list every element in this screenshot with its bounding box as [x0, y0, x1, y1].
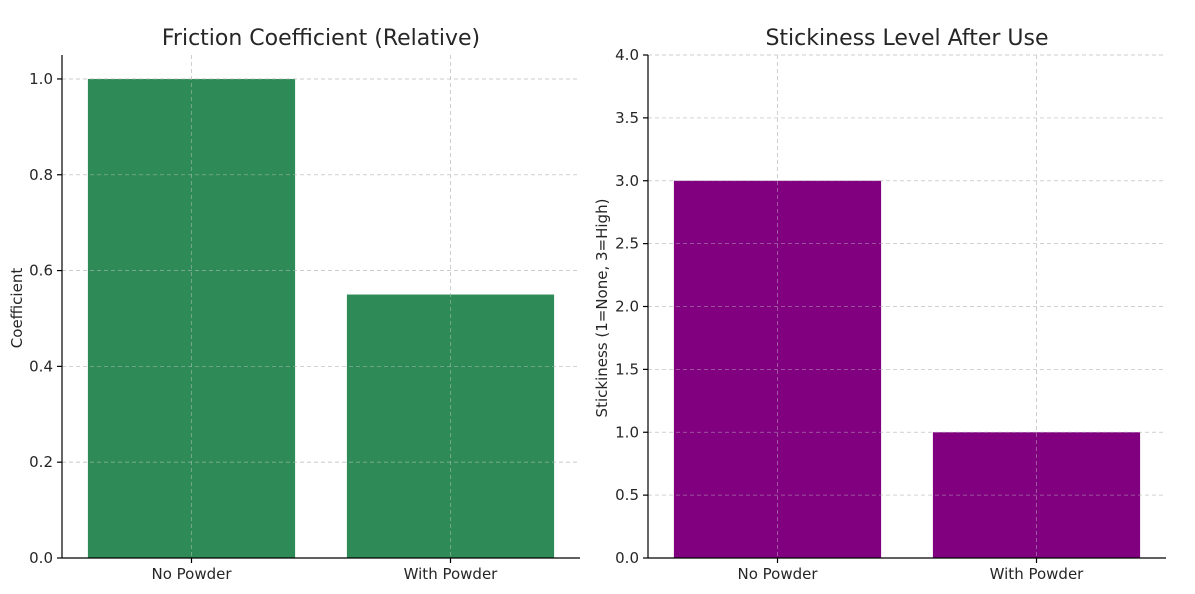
- chart-title: Friction Coefficient (Relative): [162, 26, 480, 51]
- y-tick-label: 2.5: [615, 235, 639, 253]
- y-tick-label: 0.8: [29, 166, 53, 184]
- bars: [62, 55, 580, 559]
- y-tick-label: 0.2: [29, 453, 53, 471]
- y-tick-label: 0.0: [29, 549, 53, 567]
- bars: [648, 54, 1166, 559]
- y-tick-label: 1.0: [29, 70, 53, 88]
- axes: [61, 55, 580, 559]
- y-tick-label: 3.5: [615, 109, 639, 127]
- ticks: 0.0 0.5 1.0 1.5 2.0 2.5 3.0 3.5 4.0 No Powder With…: [615, 46, 1084, 583]
- x-tick-label: No Powder: [737, 565, 818, 583]
- stickiness-chart: Stickiness Level After Use Stickiness (1…: [593, 26, 1166, 583]
- y-tick-label: 1.0: [615, 423, 639, 441]
- y-tick-label: 0.4: [29, 357, 53, 375]
- y-tick-label: 0.5: [615, 486, 639, 504]
- y-tick-label: 1.5: [615, 360, 639, 378]
- y-tick-label: 3.0: [615, 172, 639, 190]
- friction-chart: Friction Coefficient (Relative) Coeffici…: [8, 26, 580, 583]
- y-tick-label: 2.0: [615, 298, 639, 316]
- ticks: 0.0 0.2 0.4 0.6 0.8 1.0 No Powder With Powder: [29, 70, 498, 583]
- y-tick-label: 0.0: [615, 549, 639, 567]
- chart-title: Stickiness Level After Use: [765, 26, 1048, 51]
- y-tick-label: 0.6: [29, 262, 53, 280]
- x-tick-label: With Powder: [404, 565, 499, 583]
- x-tick-label: With Powder: [990, 565, 1085, 583]
- y-tick-label: 4.0: [615, 46, 639, 64]
- y-axis-label: Stickiness (1=None, 3=High): [593, 199, 611, 418]
- axes: [647, 55, 1166, 559]
- bar: [87, 78, 296, 558]
- y-axis-label: Coefficient: [8, 268, 26, 349]
- x-tick-label: No Powder: [151, 565, 232, 583]
